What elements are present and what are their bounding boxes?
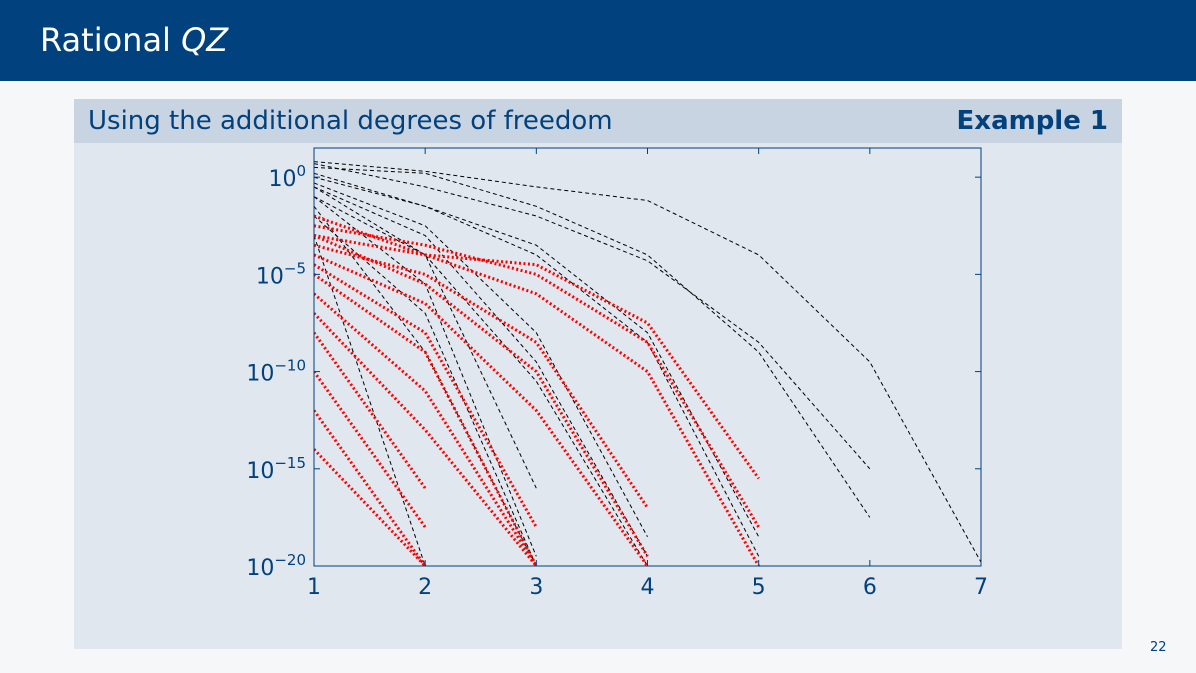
dashed-series-4 <box>314 176 760 538</box>
x-tick-label: 6 <box>863 575 877 600</box>
title-bar: Rational QZ <box>0 0 1196 81</box>
y-tick-label: 10−10 <box>246 357 306 387</box>
dotted-series-25 <box>314 409 427 566</box>
dashed-series-8 <box>314 186 537 489</box>
x-tick-label: 3 <box>529 575 543 600</box>
block-tag: Example 1 <box>956 106 1108 136</box>
y-tick-label: 10−20 <box>246 551 306 581</box>
y-tick-label: 10−15 <box>246 454 306 484</box>
x-tick-label: 4 <box>641 575 655 600</box>
slide-title-math: QZ <box>181 21 229 59</box>
x-tick-label: 2 <box>418 575 432 600</box>
ticks-layer: 1 2 3 4 5 6 7 100 10−5 10−10 10−15 10−20 <box>246 148 988 600</box>
block-header: Using the additional degrees of freedom … <box>74 99 1122 143</box>
dashed-series-3 <box>314 172 760 557</box>
dotted-series-18 <box>314 253 649 566</box>
dashed-series-1 <box>314 166 871 518</box>
dashed-series-7 <box>314 196 648 566</box>
y-tick-label: 100 <box>268 162 306 192</box>
dotted-series-17 <box>314 234 649 558</box>
dotted-series-23 <box>314 331 427 490</box>
block-title: Using the additional degrees of freedom <box>88 106 613 136</box>
dotted-series-24 <box>314 370 427 528</box>
dashed-series-12 <box>314 235 426 566</box>
dotted-series-20 <box>314 273 538 566</box>
dashed-series-2 <box>314 163 871 470</box>
dashed-series-9 <box>314 196 537 557</box>
slide-title: Rational QZ <box>40 20 228 60</box>
dashed-series-5 <box>314 186 648 557</box>
y-tick-label: 10−5 <box>256 259 306 289</box>
dotted-series-19 <box>314 263 538 528</box>
plot-area <box>314 148 981 566</box>
series-layer <box>314 161 981 566</box>
page-number: 22 <box>1150 640 1167 655</box>
slide-title-text: Rational <box>40 21 182 59</box>
dotted-series-15 <box>314 214 761 566</box>
dotted-series-16 <box>314 243 649 509</box>
dashed-series-6 <box>314 182 648 538</box>
x-tick-label: 1 <box>307 575 321 600</box>
x-tick-label: 5 <box>752 575 766 600</box>
x-tick-label: 7 <box>974 575 988 600</box>
dashed-series-10 <box>314 215 537 566</box>
